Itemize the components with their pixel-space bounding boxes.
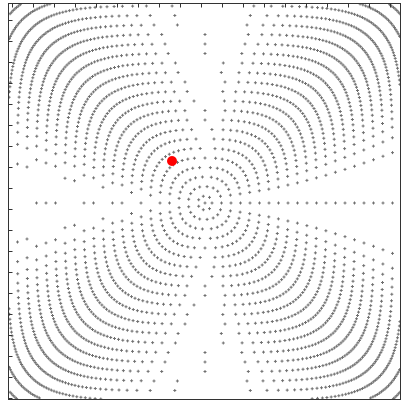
frame xyxy=(8,3,401,400)
target-dot[interactable] xyxy=(167,156,177,166)
frame-ticks xyxy=(8,3,391,399)
dot-pattern xyxy=(9,4,400,399)
